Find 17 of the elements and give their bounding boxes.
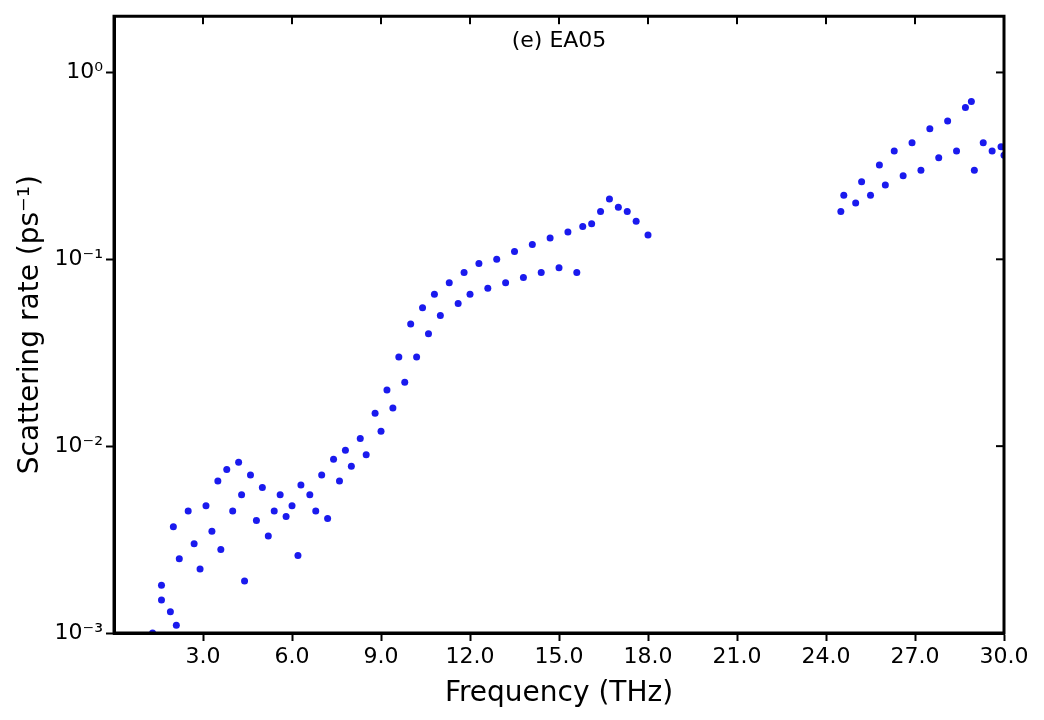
x-tick-label: 3.0 bbox=[185, 642, 221, 668]
y-axis-title: Scattering rate (ps⁻¹) bbox=[12, 174, 46, 475]
x-tick-label: 15.0 bbox=[534, 642, 584, 668]
x-tick-label: 27.0 bbox=[890, 642, 940, 668]
x-tick-label: 21.0 bbox=[712, 642, 762, 668]
y-tick-label: 10⁻² bbox=[54, 431, 104, 457]
x-tick-label: 6.0 bbox=[274, 642, 310, 668]
x-tick-label: 24.0 bbox=[801, 642, 851, 668]
x-tick-label: 9.0 bbox=[363, 642, 399, 668]
x-axis-title: Frequency (THz) bbox=[444, 675, 674, 709]
annotation: (e) EA05 bbox=[511, 26, 607, 52]
y-tick-label: 10⁰ bbox=[66, 58, 104, 84]
x-tick-label: 18.0 bbox=[623, 642, 673, 668]
y-tick-label: 10⁻³ bbox=[54, 618, 104, 644]
x-tick-label: 12.0 bbox=[445, 642, 495, 668]
y-tick-label: 10⁻¹ bbox=[54, 245, 104, 271]
x-tick-label: 30.0 bbox=[979, 642, 1029, 668]
